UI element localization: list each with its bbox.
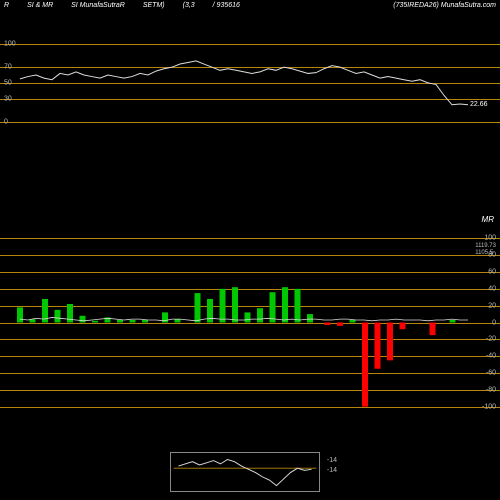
header-item: SI & MR (27, 2, 53, 12)
header-item: / 935616 (213, 2, 240, 12)
rsi-panel: 100705030022.66 (0, 28, 500, 122)
mini-label: -14 (327, 467, 337, 474)
header-bar: R SI & MR SI MunafaSutraR SETM) (3,3 / 9… (0, 0, 500, 14)
mr-bars (0, 230, 500, 415)
header-item: (735IREDA26) MunafaSutra.com (393, 2, 496, 9)
mini-indicator-panel: -14-14 (170, 452, 320, 492)
mini-line (171, 453, 319, 491)
mini-label: -14 (327, 457, 337, 464)
mr-label: MR (482, 215, 494, 224)
rsi-value-callout: 22.66 (470, 101, 488, 108)
header-item: R (4, 2, 9, 12)
mr-bar-panel: 100806040200-20-40-60-80-1001119.731105.… (0, 230, 500, 415)
rsi-line (0, 28, 500, 122)
header-item: SETM) (143, 2, 165, 12)
gridline (0, 122, 500, 123)
header-item: SI MunafaSutraR (71, 2, 125, 12)
header-item: (3,3 (183, 2, 195, 12)
